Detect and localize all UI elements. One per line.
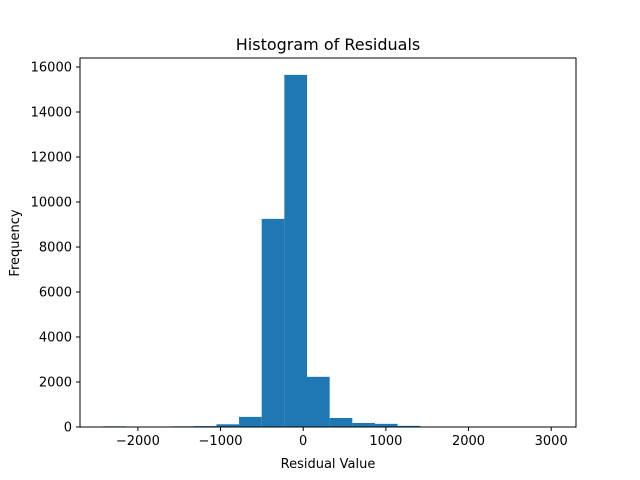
- y-tick-label: 4000: [39, 331, 72, 346]
- histogram-bar-7: [261, 218, 285, 427]
- x-axis-label: Residual Value: [281, 457, 376, 472]
- x-axis-ticks: −2000 −1000 0 1000 2000 3000: [116, 427, 568, 449]
- y-tick-label: 2000: [39, 376, 72, 391]
- y-tick-label: 6000: [39, 286, 72, 301]
- y-tick-label: 8000: [39, 241, 72, 256]
- histogram-bar-12: [374, 423, 398, 427]
- x-tick-label: 1000: [369, 434, 402, 449]
- histogram-bar-8: [284, 74, 308, 427]
- plot-frame: [79, 57, 577, 428]
- chart-title: Histogram of Residuals: [236, 35, 421, 54]
- x-tick-label: 2000: [452, 434, 485, 449]
- y-tick-label: 0: [64, 421, 72, 436]
- x-tick-label: −1000: [199, 434, 243, 449]
- x-tick-label: −2000: [116, 434, 160, 449]
- histogram-bar-11: [352, 422, 375, 427]
- bars-group: [103, 74, 557, 427]
- y-tick-label: 16000: [31, 61, 72, 76]
- y-axis-label: Frequency: [8, 209, 23, 276]
- x-tick-label: 3000: [535, 434, 568, 449]
- y-tick-label: 12000: [31, 151, 72, 166]
- histogram-bar-5: [216, 424, 240, 427]
- histogram-bar-10: [329, 418, 353, 427]
- y-tick-label: 14000: [31, 106, 72, 121]
- y-axis-ticks: 0 2000 4000 6000 8000 10000 12000 14000 16000: [31, 61, 80, 436]
- y-tick-label: 10000: [31, 196, 72, 211]
- histogram-bar-13: [397, 425, 421, 427]
- x-tick-label: 0: [299, 434, 307, 449]
- histogram-bar-6: [239, 416, 262, 427]
- histogram-bar-9: [307, 376, 330, 427]
